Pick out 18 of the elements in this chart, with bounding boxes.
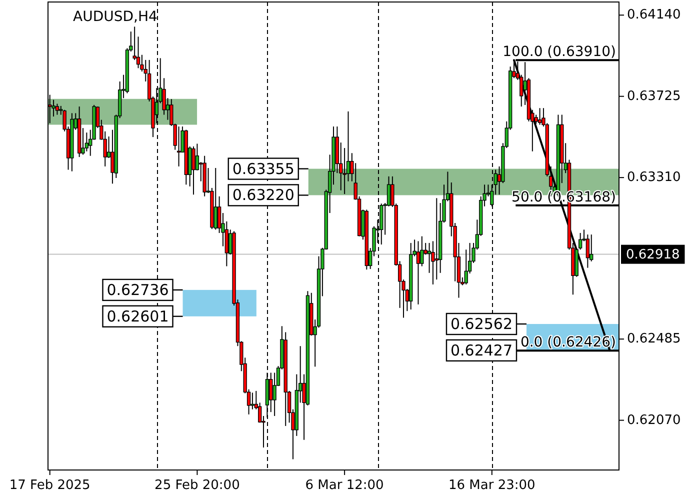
ref-line-label: 0.62918	[626, 246, 680, 262]
x-tick-label: 6 Mar 12:00	[305, 478, 384, 493]
y-tick-label: 0.63310	[627, 170, 681, 186]
x-tick-label: 17 Feb 2025	[9, 478, 90, 493]
y-tick-label: 0.62070	[627, 412, 681, 428]
y-tick-label: 0.63725	[627, 88, 681, 104]
ref-line-label: 100.0 (0.63910)	[502, 44, 616, 60]
annotation: 0.63220	[232, 186, 294, 204]
annotation: 0.62736	[106, 280, 169, 299]
x-tick-label: 16 Mar 23:00	[448, 478, 536, 493]
annotation: 0.62601	[106, 307, 169, 326]
text: AUDUSD,H4	[73, 9, 158, 25]
x-tick-label: 25 Feb 20:00	[154, 478, 240, 493]
y-tick-label: 0.64140	[627, 8, 681, 23]
annotation: 0.62427	[450, 341, 513, 360]
y-tick-label: 0.62485	[627, 332, 681, 347]
annotation: 0.62562	[450, 314, 513, 333]
annotation: 0.63355	[232, 160, 294, 178]
